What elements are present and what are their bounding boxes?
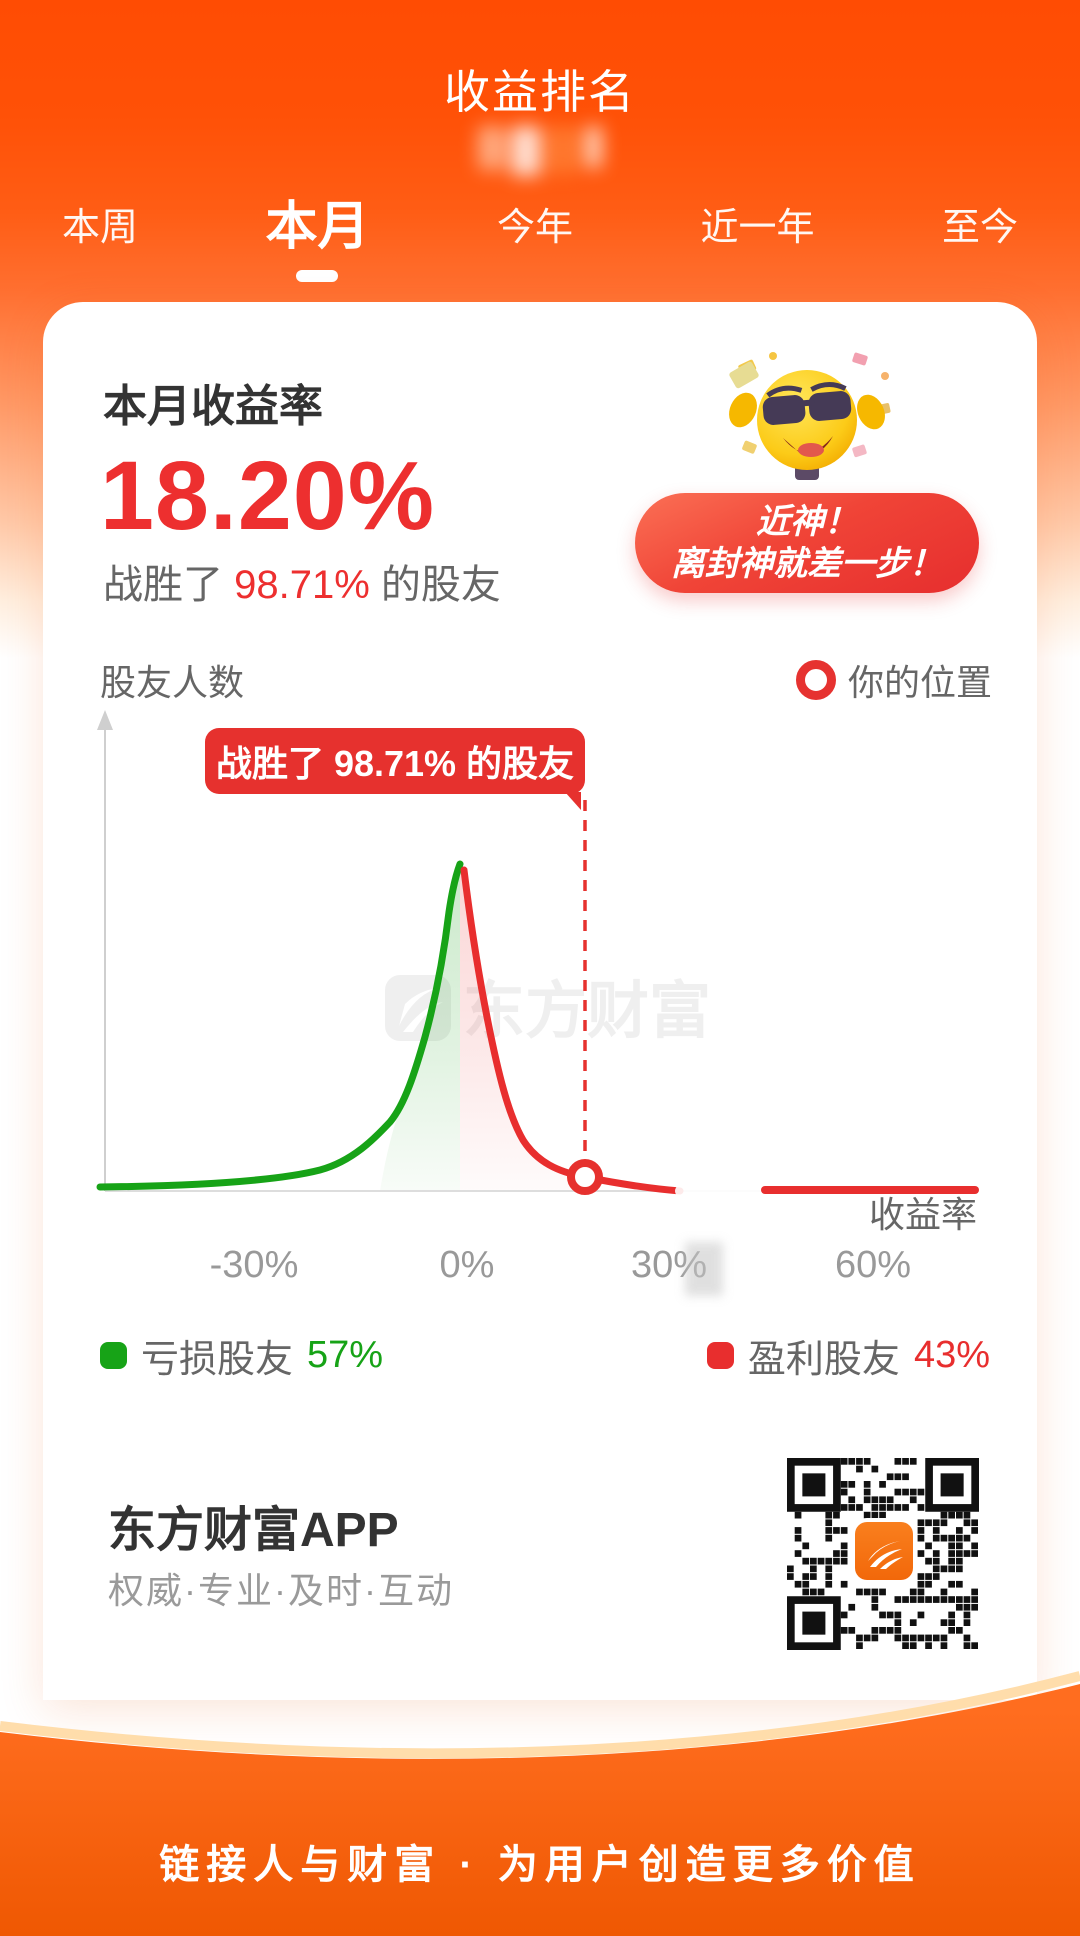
- y-axis-arrow: [97, 710, 113, 730]
- legend-win: 盈利股友 43%: [706, 1328, 990, 1383]
- app-tagline: 权威·专业·及时·互动: [108, 1570, 454, 1611]
- win-swatch-icon: [706, 1342, 734, 1369]
- loss-value: 57%: [307, 1334, 384, 1376]
- tick-0: 0%: [440, 1244, 495, 1286]
- chart-tooltip-text: 战胜了 98.71% 的股友: [215, 743, 575, 784]
- beat-suffix: 的股友: [369, 563, 501, 607]
- censor-smudge-line: [675, 1175, 767, 1207]
- tab-this-year[interactable]: 今年: [496, 207, 573, 249]
- beat-value: 98.71%: [234, 563, 370, 607]
- metric-label: 本月收益率: [103, 382, 323, 431]
- tab-this-week[interactable]: 本周: [62, 207, 139, 249]
- money-bill: [729, 361, 759, 389]
- arm-right: [857, 394, 885, 430]
- tab-past-year[interactable]: 近一年: [700, 207, 815, 249]
- wave-body: [0, 1684, 1080, 1936]
- loss-label: 亏损股友: [141, 1339, 294, 1381]
- loss-curve: [96, 860, 464, 1191]
- distribution-chart: 东方财富 收益率 -30% 0% 30% 60%: [96, 710, 979, 1296]
- chart-y-axis-title: 股友人数: [100, 662, 245, 703]
- blur-block: [584, 126, 602, 168]
- x-axis-title: 收益率: [869, 1194, 977, 1235]
- beat-percent-line: 战胜了 98.71% 的股友: [103, 552, 501, 610]
- footer-wave: [0, 1671, 1080, 1936]
- qr-code: [787, 1458, 979, 1650]
- qr-code-grid: [787, 1458, 979, 1650]
- win-value: 43%: [913, 1334, 990, 1376]
- tab-to-date[interactable]: 至今: [941, 207, 1018, 249]
- win-label: 盈利股友: [747, 1339, 900, 1381]
- position-marker: [567, 1159, 603, 1195]
- tick-60: 60%: [835, 1244, 911, 1286]
- footer-slogan: 链接人与财富 · 为用户创造更多价值: [159, 1843, 921, 1887]
- censor-smudge-tick: [685, 1242, 723, 1296]
- page-title: 收益排名: [444, 66, 636, 118]
- your-position-label: 你的位置: [847, 662, 992, 703]
- position-ring-icon: [795, 660, 836, 700]
- sunglasses-icon: [762, 382, 852, 425]
- arm-left: [729, 392, 757, 428]
- blurred-username: [478, 126, 602, 178]
- your-position-legend: 你的位置: [795, 654, 992, 706]
- tongue: [798, 443, 824, 457]
- eastmoney-logo-icon: [855, 1522, 913, 1580]
- svg-text:东方财富: 东方财富: [463, 977, 711, 1046]
- app-name: 东方财富APP: [108, 1504, 399, 1557]
- tab-this-month-label: 本月: [265, 198, 370, 256]
- active-tab-underline: [296, 270, 339, 282]
- chart-tooltip: 战胜了 98.71% 的股友: [205, 728, 585, 810]
- money-emoji-icon: [729, 352, 891, 480]
- beat-prefix: 战胜了: [103, 563, 235, 607]
- blur-block: [478, 126, 505, 170]
- result-card: 本月收益率 18.20% 战胜了 98.71% 的股友: [43, 302, 1037, 1700]
- badge-line1: 近神！: [756, 503, 858, 541]
- blur-block: [510, 126, 541, 176]
- period-tabs: 本周 本月 今年 近一年 至今: [0, 192, 1080, 282]
- loss-swatch-icon: [100, 1342, 127, 1369]
- win-area-fill: [460, 864, 585, 1191]
- badge-line2: 离封神就差一步！: [671, 545, 943, 583]
- return-rate-value: 18.20%: [100, 441, 435, 550]
- chart-legend: 亏损股友 57% 盈利股友 43%: [100, 1328, 990, 1383]
- wave-highlight: [0, 1671, 1080, 1759]
- rank-badge: 近神！ 离封神就差一步！: [635, 493, 979, 593]
- blur-block: [546, 126, 579, 174]
- tab-this-month[interactable]: 本月: [265, 198, 370, 282]
- legend-loss: 亏损股友 57%: [100, 1328, 383, 1383]
- tick--30: -30%: [210, 1244, 299, 1286]
